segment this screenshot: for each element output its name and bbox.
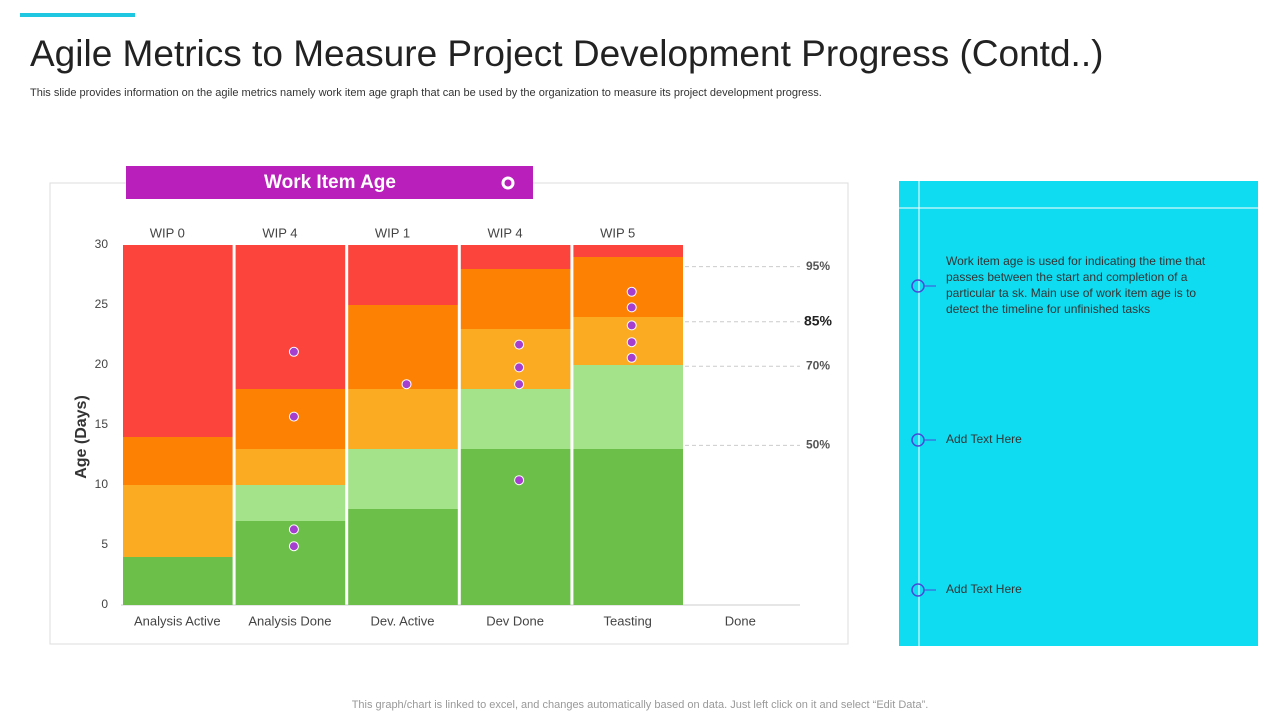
bar-segment	[348, 449, 458, 509]
item-dot	[288, 346, 299, 357]
bar-segment	[123, 557, 233, 605]
bar-segment	[460, 449, 571, 605]
bar-segment	[235, 521, 346, 605]
x-tick-label: Dev Done	[486, 613, 544, 628]
x-tick-label: Dev. Active	[370, 613, 434, 628]
accent-bar	[20, 13, 135, 17]
bar-segment	[235, 245, 346, 389]
item-dot	[626, 320, 637, 331]
item-dot	[401, 379, 412, 390]
x-tick-label: Analysis Active	[134, 613, 221, 628]
bar-segment	[573, 449, 683, 605]
bar-segment	[460, 389, 571, 449]
bar-segment	[123, 245, 233, 437]
panel-text: Add Text Here	[946, 582, 1022, 596]
footer-note: This graph/chart is linked to excel, and…	[352, 699, 929, 711]
bar-segment	[573, 245, 683, 257]
panel-text: Work item age is used for indicating the…	[946, 254, 1206, 316]
bar-segment	[460, 329, 571, 389]
subtitle: This slide provides information on the a…	[30, 87, 822, 99]
percentile-label: 95%	[806, 259, 830, 273]
bar-segment	[348, 509, 458, 605]
bar-segment	[460, 269, 571, 329]
item-dot	[514, 362, 525, 373]
item-dot	[626, 352, 637, 363]
header-icon	[501, 176, 515, 190]
item-dot	[288, 524, 299, 535]
y-axis-label: Age (Days)	[73, 395, 90, 479]
item-dot	[288, 541, 299, 552]
info-panel	[899, 181, 1258, 646]
x-tick-label: Done	[725, 613, 756, 628]
bar-segment	[235, 449, 346, 485]
y-tick-label: 0	[101, 597, 108, 611]
y-tick-label: 30	[95, 237, 109, 251]
item-dot	[288, 411, 299, 422]
y-tick-label: 5	[101, 537, 108, 551]
item-dot	[514, 339, 525, 350]
wip-label: WIP 4	[488, 225, 523, 240]
wip-label: WIP 4	[262, 225, 297, 240]
chart-header	[126, 166, 533, 199]
bar-segment	[573, 365, 683, 449]
bar-segment	[348, 245, 458, 305]
percentile-label: 50%	[806, 438, 830, 452]
x-tick-label: Analysis Done	[248, 613, 331, 628]
y-tick-label: 10	[95, 477, 109, 491]
chart-title: Work Item Age	[264, 172, 396, 193]
bar-segment	[123, 437, 233, 485]
y-tick-label: 15	[95, 417, 109, 431]
item-dot	[514, 379, 525, 390]
y-tick-label: 25	[95, 297, 109, 311]
item-dot	[626, 286, 637, 297]
item-dot	[626, 302, 637, 313]
wip-label: WIP 0	[150, 225, 185, 240]
wip-label: WIP 1	[375, 225, 410, 240]
bar-segment	[348, 389, 458, 449]
item-dot	[514, 475, 525, 486]
panel-text: Add Text Here	[946, 432, 1022, 446]
percentile-label: 85%	[804, 313, 833, 329]
bar-segment	[123, 485, 233, 557]
y-tick-label: 20	[95, 357, 109, 371]
bar-segment	[460, 245, 571, 269]
x-tick-label: Teasting	[603, 613, 651, 628]
panel-items: Work item age is used for indicating the…	[911, 254, 1206, 597]
percentile-label: 70%	[806, 358, 830, 372]
title: Agile Metrics to Measure Project Develop…	[30, 33, 1103, 74]
bar-segment	[235, 485, 346, 521]
bar-segment	[348, 305, 458, 389]
wip-label: WIP 5	[600, 225, 635, 240]
item-dot	[626, 337, 637, 348]
